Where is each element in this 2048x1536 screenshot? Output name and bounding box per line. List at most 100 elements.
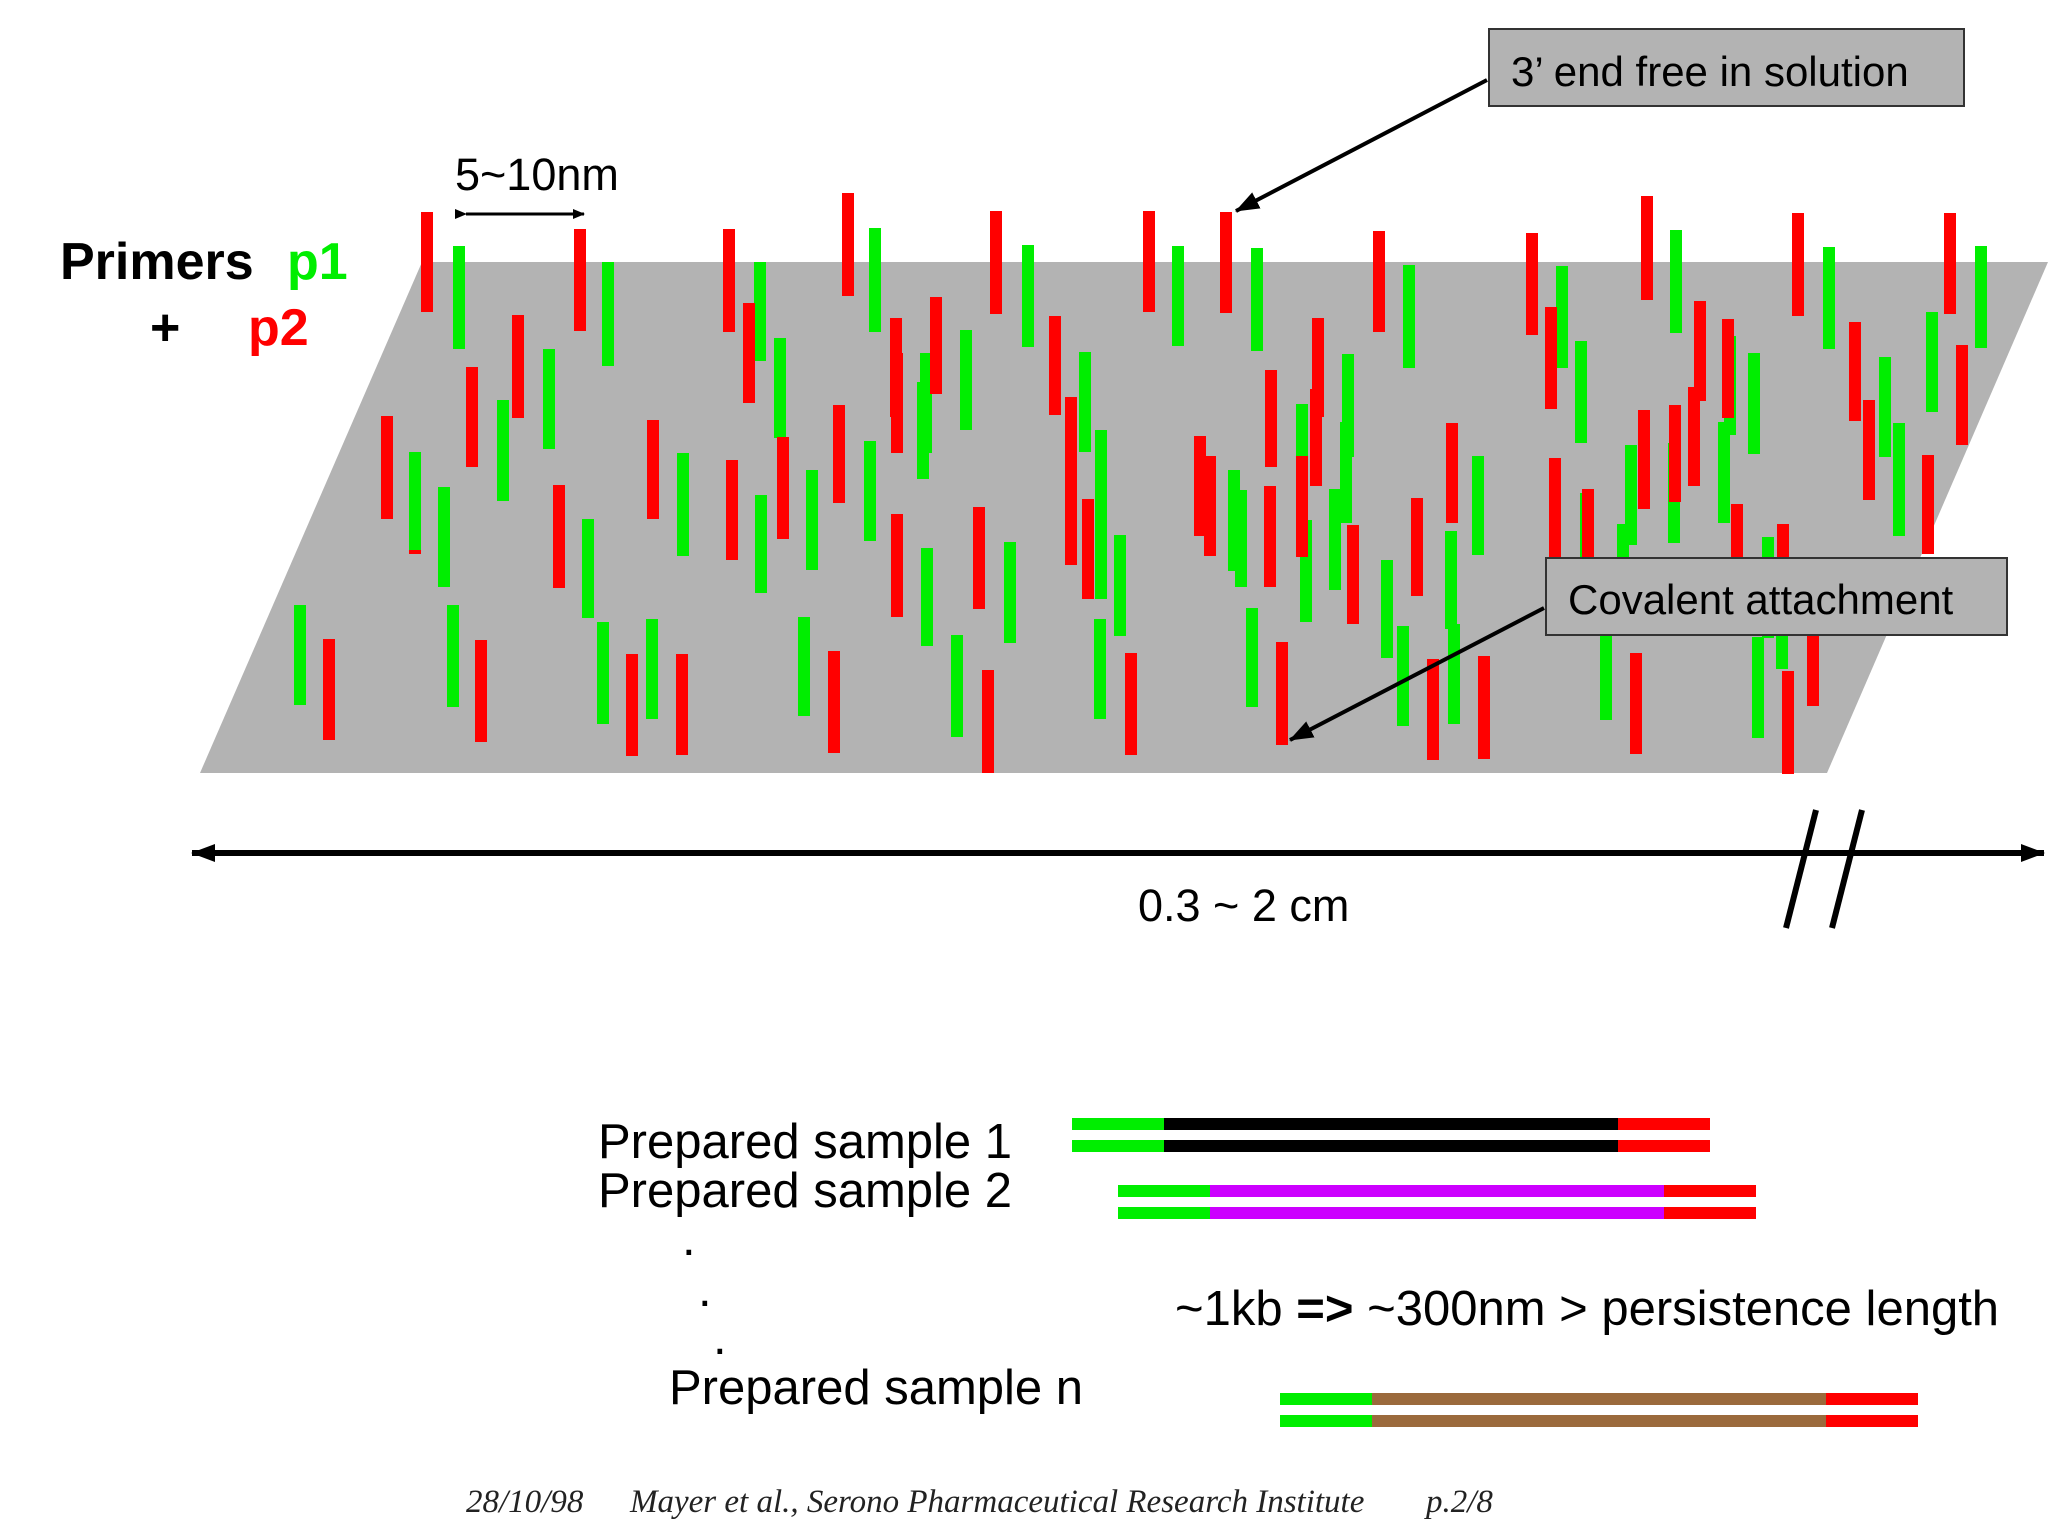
primer-p2-segment: [1664, 1207, 1756, 1219]
primer-p1-strand: [1381, 560, 1393, 658]
primer-p1-strand: [1340, 422, 1352, 523]
primer-p1-strand: [1625, 445, 1637, 545]
primer-p2-label: p2: [248, 299, 309, 357]
primer-p1-strand: [917, 382, 929, 479]
primer-p1-strand: [1079, 352, 1091, 452]
primer-p2-segment: [1826, 1415, 1918, 1427]
primer-p2-strand: [723, 229, 735, 332]
primer-p1-strand: [497, 400, 509, 501]
three-prime-callout-box: [1488, 28, 1965, 107]
three-prime-callout-arrow: [1235, 78, 1488, 213]
primer-p1-strand: [1575, 341, 1587, 443]
primer-p2-strand: [777, 437, 789, 539]
primer-p2-strand: [973, 507, 985, 609]
primer-p2-strand: [512, 315, 524, 418]
primer-p1-strand: [543, 349, 555, 449]
primer-p1-segment: [1072, 1118, 1164, 1130]
primer-p1-segment: [1118, 1207, 1210, 1219]
primer-p2-strand: [1446, 423, 1458, 523]
primer-p1-strand: [447, 605, 459, 707]
primer-p1-strand: [1975, 246, 1987, 348]
primer-p1-strand: [960, 330, 972, 430]
primer-p2-segment: [1618, 1118, 1710, 1130]
insert-segment: [1210, 1207, 1664, 1219]
primer-p2-strand: [1863, 400, 1875, 500]
primer-p1-strand: [754, 262, 766, 361]
length-note: ~1kb => ~300nm > persistence length: [1175, 1282, 1999, 1336]
primer-p1-strand: [1448, 624, 1460, 724]
primer-p2-strand: [1143, 211, 1155, 312]
length-note-arrow: =>: [1296, 1282, 1353, 1336]
primer-p2-strand: [1782, 671, 1794, 774]
primer-p2-strand: [828, 651, 840, 753]
primer-p1-strand: [1472, 456, 1484, 555]
primer-p2-strand: [1264, 486, 1276, 587]
covalent-callout-box: [1545, 557, 2008, 636]
primer-p2-strand: [475, 640, 487, 742]
primer-p1-strand: [951, 635, 963, 737]
primer-p2-strand: [1265, 370, 1277, 467]
primer-p2-strand: [1922, 455, 1934, 554]
primer-p1-strand: [774, 338, 786, 438]
primer-p1-strand: [1095, 497, 1107, 599]
ellipsis-dot: .: [682, 1212, 696, 1266]
primer-p2-strand: [1956, 345, 1968, 445]
ellipsis-dot: .: [713, 1311, 727, 1365]
insert-segment: [1164, 1140, 1618, 1152]
primer-p1-strand: [1718, 422, 1730, 523]
scale-break-mark: [1829, 809, 1865, 929]
primer-p2-segment: [1826, 1393, 1918, 1405]
primer-p2-strand: [1549, 458, 1561, 557]
primer-p2-strand: [1411, 498, 1423, 596]
primer-p1-strand: [582, 519, 594, 618]
primer-p2-strand: [1347, 525, 1359, 624]
primer-p2-strand: [1049, 316, 1061, 415]
primer-p1-strand: [1556, 266, 1568, 368]
primer-p1-strand: [677, 453, 689, 556]
primer-p1-strand: [1172, 246, 1184, 346]
primer-p1-strand: [1246, 608, 1258, 707]
length-note-pre: ~1kb: [1175, 1282, 1296, 1336]
plus-sign: +: [150, 299, 180, 357]
primer-p2-strand: [553, 485, 565, 588]
primer-p1-segment: [1072, 1140, 1164, 1152]
sample-strands: [1072, 1118, 1918, 1427]
primer-p2-segment: [1664, 1185, 1756, 1197]
primer-p1-strand: [294, 605, 306, 705]
primer-p1-strand: [1251, 248, 1263, 351]
primer-p2-strand: [833, 405, 845, 503]
primer-p2-strand: [1125, 653, 1137, 755]
primer-p1-strand: [1094, 619, 1106, 719]
primer-p1-strand: [1670, 230, 1682, 333]
primer-p2-strand: [676, 654, 688, 755]
primer-p1-strand: [1600, 620, 1612, 720]
primer-p2-strand: [1526, 233, 1538, 335]
primer-p1-strand: [1748, 353, 1760, 454]
primer-p1-strand: [921, 548, 933, 646]
insert-segment: [1372, 1415, 1826, 1427]
primer-p1-strand: [1403, 265, 1415, 368]
primer-p1-strand: [869, 228, 881, 332]
primer-p2-strand: [891, 353, 903, 453]
insert-segment: [1372, 1393, 1826, 1405]
covalent-callout-arrow: [1289, 606, 1545, 742]
primer-p1-strand: [1893, 423, 1905, 520]
primer-p2-strand: [726, 460, 738, 560]
insert-segment: [1164, 1118, 1618, 1130]
primer-p1-strand: [1752, 637, 1764, 738]
primer-p2-strand: [1220, 212, 1232, 313]
primer-p1-strand: [798, 617, 810, 716]
primer-p1-segment: [1280, 1415, 1372, 1427]
primer-p2-strand: [1849, 322, 1861, 421]
primer-p1-label: p1: [287, 233, 348, 291]
sample-n-label: Prepared sample n: [669, 1361, 1083, 1415]
primer-p2-strand: [1065, 464, 1077, 565]
primer-p2-strand: [421, 212, 433, 312]
primer-p1-strand: [1926, 312, 1938, 412]
primer-p2-strand: [381, 416, 393, 519]
primer-p2-strand: [1638, 410, 1650, 509]
length-note-post: ~300nm > persistence length: [1353, 1282, 1999, 1336]
primer-p2-strand: [626, 654, 638, 756]
primers-label: Primers: [60, 233, 254, 291]
primer-p1-strand: [1114, 535, 1126, 636]
